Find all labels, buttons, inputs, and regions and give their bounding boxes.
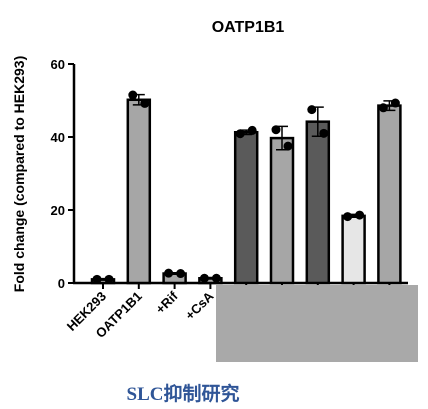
bar [341, 214, 366, 285]
data-point [92, 274, 102, 284]
data-point [104, 274, 114, 284]
data-point [247, 125, 257, 135]
data-point [271, 125, 281, 135]
data-point [355, 210, 365, 220]
bar [126, 98, 152, 285]
chart-title: OATP1B1 [212, 19, 285, 36]
y-tick-label: 60 [51, 57, 65, 72]
data-point [283, 141, 293, 151]
data-point [140, 98, 150, 108]
bar [233, 131, 259, 285]
y-axis-label: Fold change (compared to HEK293) [11, 56, 27, 292]
data-point [390, 98, 400, 108]
caption: SLC抑制研究 [127, 382, 240, 405]
data-point [378, 103, 388, 113]
x-tick-label: +Rif [152, 288, 181, 317]
data-point [176, 269, 186, 279]
data-point [307, 105, 317, 115]
bar [377, 104, 402, 285]
bar [269, 136, 295, 285]
data-point [199, 273, 209, 283]
overlay-box [216, 285, 418, 362]
bar [305, 120, 331, 285]
data-point [211, 273, 221, 283]
data-point [343, 212, 353, 222]
x-tick-label: +CsA [182, 288, 217, 323]
y-tick-label: 20 [51, 203, 65, 218]
y-tick-label: 40 [51, 130, 65, 145]
y-tick-label: 0 [58, 276, 65, 291]
data-point [319, 128, 329, 138]
data-point [164, 268, 174, 278]
data-point [235, 129, 245, 139]
data-point [128, 90, 138, 100]
